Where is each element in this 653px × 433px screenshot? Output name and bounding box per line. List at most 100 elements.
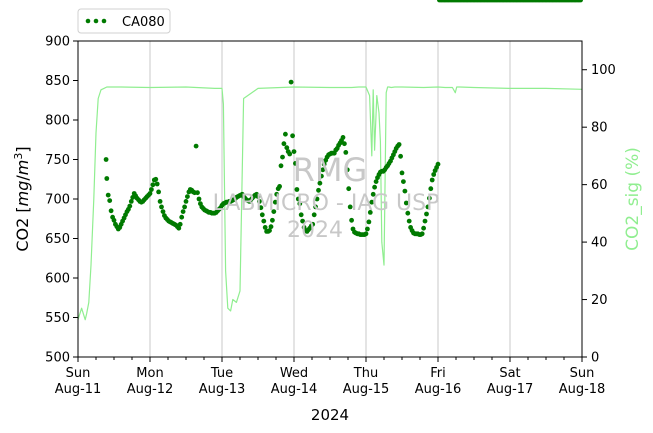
y-right-tick-label: 0 bbox=[591, 351, 599, 366]
co2-point bbox=[107, 198, 113, 204]
co2-point bbox=[278, 163, 284, 169]
co2-point bbox=[313, 204, 318, 210]
co2-point bbox=[311, 212, 317, 218]
co2-point bbox=[280, 154, 285, 160]
co2-point bbox=[283, 131, 288, 137]
x-tick-label-date: Aug-11 bbox=[55, 382, 102, 397]
co2-point bbox=[369, 199, 375, 205]
co2-point bbox=[321, 161, 327, 167]
co2-point bbox=[259, 212, 265, 218]
co2-point bbox=[344, 167, 350, 173]
co2-point bbox=[317, 180, 323, 186]
watermark: RMG LABMICRO - IAG USP 2024 bbox=[213, 151, 440, 243]
co2-point bbox=[429, 177, 435, 183]
co2-point bbox=[149, 187, 154, 192]
co2-point bbox=[104, 176, 110, 181]
co2-point bbox=[314, 196, 320, 202]
co2-point bbox=[147, 191, 153, 196]
watermark-subtitle: LABMICRO - IAG USP bbox=[213, 191, 440, 216]
co2-point bbox=[363, 231, 369, 237]
x-axis: SunAug-11MonAug-12TueAug-13WedAug-14ThuA… bbox=[55, 357, 606, 397]
y-right-tick-label: 40 bbox=[591, 236, 608, 251]
y-right-tick-label: 60 bbox=[591, 178, 608, 193]
co2-point bbox=[405, 210, 411, 216]
co2-point bbox=[258, 205, 264, 211]
y-right-tick-label: 20 bbox=[591, 293, 608, 308]
co2-point bbox=[128, 199, 134, 204]
co2-point bbox=[428, 186, 434, 192]
co2-point bbox=[372, 184, 377, 190]
watermark-year: 2024 bbox=[287, 218, 343, 243]
co2-point bbox=[422, 218, 428, 224]
x-tick-label-date: Aug-15 bbox=[343, 382, 390, 397]
co2-point bbox=[105, 192, 111, 198]
y-left-tick-label: 550 bbox=[45, 311, 70, 326]
co2-point bbox=[271, 209, 277, 215]
y-right-tick-label: 80 bbox=[591, 121, 608, 136]
co2-point bbox=[290, 133, 295, 139]
co2-point bbox=[176, 225, 182, 231]
watermark-title: RMG bbox=[293, 151, 368, 189]
co2-point bbox=[183, 199, 189, 204]
co2-point bbox=[349, 217, 354, 223]
co2-point bbox=[300, 218, 305, 224]
co2-point bbox=[347, 204, 353, 210]
co2-sig-series bbox=[77, 86, 583, 321]
co2-point bbox=[270, 217, 275, 223]
co2-point bbox=[340, 135, 346, 140]
co2-point bbox=[195, 190, 200, 196]
co2-point bbox=[365, 226, 370, 232]
x-tick-label-date: Aug-17 bbox=[487, 382, 534, 397]
x-tick-label-day: Sun bbox=[570, 366, 595, 381]
co2-point bbox=[399, 170, 405, 176]
co2-point bbox=[293, 161, 298, 166]
y-left-tick-label: 600 bbox=[45, 272, 70, 287]
x-tick-label-day: Wed bbox=[280, 366, 308, 381]
co2-point bbox=[294, 187, 300, 192]
co2-point bbox=[177, 221, 183, 227]
co2-point bbox=[185, 194, 190, 200]
legend-label: CA080 bbox=[122, 15, 165, 30]
co2-point bbox=[160, 209, 166, 215]
co2-point bbox=[103, 157, 109, 162]
co2-point bbox=[425, 204, 431, 210]
co2-point bbox=[262, 225, 268, 230]
x-tick-label-day: Sat bbox=[499, 366, 520, 381]
co2-point bbox=[342, 141, 347, 147]
co2-point bbox=[367, 210, 373, 215]
co2-point bbox=[366, 219, 372, 225]
co2-point bbox=[287, 151, 293, 157]
co2-point bbox=[316, 187, 321, 193]
co2-point bbox=[277, 184, 282, 189]
co2-point bbox=[127, 203, 133, 209]
co2-sig-line bbox=[77, 86, 583, 321]
co2-point bbox=[295, 196, 301, 202]
co2-point bbox=[268, 224, 274, 230]
co2-point bbox=[401, 179, 406, 185]
y-right-tick-label: 100 bbox=[591, 63, 616, 78]
co2-point bbox=[427, 195, 432, 201]
y-left-tick-label: 700 bbox=[45, 193, 70, 208]
co2-point bbox=[578, 0, 583, 3]
co2-point bbox=[402, 188, 408, 194]
legend-box bbox=[77, 8, 171, 34]
co2-point bbox=[297, 201, 303, 207]
co2-point bbox=[150, 182, 156, 188]
co2-point bbox=[272, 199, 278, 205]
x-tick-label-date: Aug-16 bbox=[415, 382, 462, 397]
y-left-tick-label: 750 bbox=[45, 153, 70, 168]
co2-point bbox=[111, 217, 117, 223]
co2-point bbox=[310, 221, 316, 227]
co2-point bbox=[406, 218, 412, 224]
co2-point bbox=[319, 173, 324, 179]
legend-marker bbox=[85, 18, 91, 24]
co2-point bbox=[435, 161, 441, 167]
x-tick-label-date: Aug-18 bbox=[559, 382, 606, 397]
legend-marker bbox=[101, 18, 107, 24]
co2-point bbox=[284, 145, 290, 151]
co2-point bbox=[193, 143, 199, 149]
x-tick-label-day: Thu bbox=[353, 366, 378, 381]
co2-point bbox=[255, 194, 261, 200]
co2-point bbox=[373, 179, 379, 185]
co2-point bbox=[157, 199, 163, 204]
